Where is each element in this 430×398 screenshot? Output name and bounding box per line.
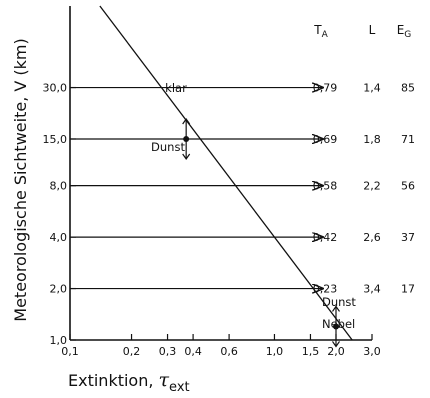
table-column-header: L: [369, 23, 376, 37]
table-cell: 0,69: [313, 133, 338, 146]
x-tick-label: 0,6: [220, 345, 238, 358]
y-tick-group: 1,02,04,08,015,030,0: [43, 82, 77, 347]
table-cell: 0,23: [313, 283, 338, 296]
table-cell: 2,2: [363, 180, 381, 193]
table-cell: 1,4: [363, 82, 381, 95]
y-tick-label: 8,0: [50, 180, 68, 193]
table-cell: 2,6: [363, 231, 381, 244]
y-tick-label: 2,0: [50, 283, 68, 296]
table-cell: 1,8: [363, 133, 381, 146]
table-cell: 37: [401, 231, 415, 244]
y-tick-label: 30,0: [43, 82, 68, 95]
annotation-dunst-upper: Dunst: [151, 140, 185, 154]
y-tick-label: 4,0: [50, 231, 68, 244]
table-cell: 3,4: [363, 283, 381, 296]
table-cell: 17: [401, 283, 415, 296]
x-tick-label: 0,1: [61, 345, 79, 358]
table-cell: 85: [401, 82, 415, 95]
table-column-header: TA: [313, 23, 328, 40]
table-cell: 0,42: [313, 231, 338, 244]
table-cell: 0,79: [313, 82, 338, 95]
y-tick-label: 15,0: [43, 133, 68, 146]
annotation-nebel: Nebel: [322, 317, 355, 331]
level-arrow-group: [70, 88, 323, 289]
x-tick-group: 0,1 0,2 0,3 0,4 0,6 1,0 1,5 2,0 3,0: [61, 334, 381, 358]
value-table: TA L EG 0,79 1,4 85 0,69 1,8 71 0,58 2,2 56 0,42 2,6 3…: [313, 23, 415, 296]
x-tick-label: 0,3: [159, 345, 177, 358]
y-axis-title: Meteorologische Sichtweite, V (km): [11, 38, 30, 321]
table-cell: 0,58: [313, 180, 338, 193]
x-tick-label: 0,2: [123, 345, 141, 358]
x-tick-label: 1,5: [302, 345, 320, 358]
annotation-dunst-lower: Dunst: [322, 295, 356, 309]
x-tick-label: 0,4: [184, 345, 202, 358]
x-axis-title: Extinktion, τext: [68, 369, 190, 394]
x-tick-label: 1,0: [266, 345, 284, 358]
x-tick-label: 3,0: [363, 345, 381, 358]
table-cell: 56: [401, 180, 415, 193]
table-column-header: EG: [397, 23, 412, 40]
table-cell: 71: [401, 133, 415, 146]
annotation-klar: klar: [165, 81, 187, 95]
